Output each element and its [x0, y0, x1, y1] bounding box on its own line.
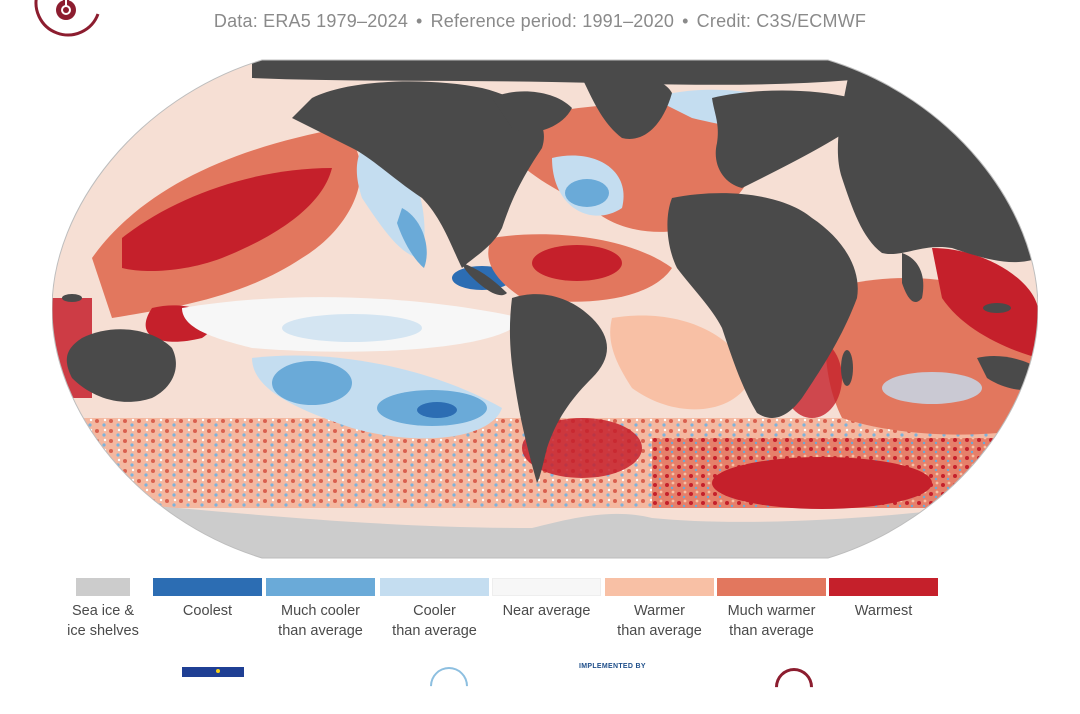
credit-text: Credit: C3S/ECMWF: [696, 11, 867, 31]
legend-label-line1: Sea ice &: [71, 603, 135, 619]
southern-indian-warmest: [712, 457, 932, 509]
c3s-logo-icon: [767, 660, 821, 714]
north-atlantic-much-cooler: [565, 179, 609, 207]
legend-label-line1: Warmest: [854, 603, 913, 619]
legend-label: Near average: [492, 601, 601, 621]
caribbean-warmest: [532, 245, 622, 281]
legend-label: Much cooler than average: [266, 601, 375, 641]
legend-label-line1: Much warmer: [727, 603, 816, 619]
legend-swatch: [717, 578, 826, 596]
legend-label: Sea ice & ice shelves: [56, 601, 150, 641]
legend-label-line2: than average: [392, 623, 477, 639]
separator-dot: •: [682, 11, 689, 31]
antarctica-sea-ice: [52, 498, 1038, 558]
copernicus-logo-icon: [422, 659, 476, 713]
legend-item-cooler: Cooler than average: [380, 578, 489, 641]
legend-item-coolest: Coolest: [153, 578, 262, 621]
reference-period-text: Reference period: 1991–2020: [430, 11, 675, 31]
legend-label: Much warmer than average: [717, 601, 826, 641]
legend-item-much-warmer: Much warmer than average: [717, 578, 826, 641]
legend-label: Warmest: [829, 601, 938, 621]
legend-label-line1: Much cooler: [281, 603, 360, 619]
legend-swatch: [76, 578, 130, 596]
implemented-by-text: IMPLEMENTED BY: [579, 663, 646, 670]
sst-anomaly-map: [51, 58, 1039, 560]
south-pacific-much-cooler: [272, 361, 352, 405]
eu-flag-logo-icon: [182, 667, 244, 677]
legend-label: Cooler than average: [380, 601, 489, 641]
legend-item-much-cooler: Much cooler than average: [266, 578, 375, 641]
equatorial-cooler-patch: [282, 314, 422, 342]
legend-label-line2: ice shelves: [67, 623, 139, 639]
south-atlantic-warmer: [610, 315, 752, 410]
legend-item-warmer: Warmer than average: [605, 578, 714, 641]
legend-label-line1: Cooler: [413, 603, 456, 619]
data-credit-line: Data: ERA5 1979–2024 • Reference period: 1…: [0, 11, 1080, 32]
legend-label-line2: than average: [729, 623, 814, 639]
legend-swatch: [380, 578, 489, 596]
legend-label-line1: Coolest: [182, 603, 233, 619]
legend-item-near-average: Near average: [492, 578, 601, 621]
northeast-pacific-much-cooler: [397, 208, 427, 268]
separator-dot: •: [416, 11, 423, 31]
legend-label-line1: Warmer: [633, 603, 685, 619]
thermometer-logo-icon: [34, 0, 100, 37]
legend-label-line2: than average: [617, 623, 702, 639]
legend-swatch: [605, 578, 714, 596]
legend-label: Coolest: [153, 601, 262, 621]
legend-label: Warmer than average: [605, 601, 714, 641]
partner-logos-strip: IMPLEMENTED BY: [0, 659, 1080, 714]
data-source-text: Data: ERA5 1979–2024: [213, 11, 409, 31]
legend-swatch: [266, 578, 375, 596]
world-map-svg: [51, 59, 1039, 559]
south-pacific-coolest: [417, 402, 457, 418]
legend-swatch: [829, 578, 938, 596]
legend-label-line1: Near average: [502, 603, 591, 619]
legend-item-warmest: Warmest: [829, 578, 938, 621]
legend-label-line2: than average: [278, 623, 363, 639]
east-indian-warmest: [932, 248, 1038, 358]
anomaly-legend: Sea ice & ice shelves Coolest Much coole…: [0, 578, 1080, 648]
south-indian-cooler: [882, 372, 982, 404]
north-pacific-warmest: [122, 168, 332, 271]
legend-swatch: [153, 578, 262, 596]
eu-star-icon: [216, 669, 220, 673]
legend-swatch: [492, 578, 601, 596]
globe-outline: [51, 59, 1039, 559]
legend-item-sea-ice: Sea ice & ice shelves: [67, 578, 139, 641]
